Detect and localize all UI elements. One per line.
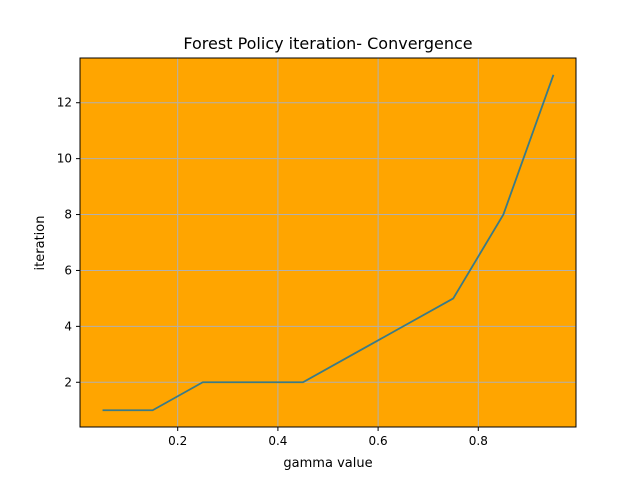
y-tick-label: 8 <box>64 208 72 222</box>
plot-frame <box>79 57 577 428</box>
x-axis-label: gamma value <box>283 456 372 471</box>
chart-title: Forest Policy iteration- Convergence <box>183 34 472 53</box>
y-axis-label: iteration <box>33 216 48 271</box>
y-tick-label: 12 <box>57 96 72 110</box>
y-tick-label: 10 <box>57 152 72 166</box>
y-axis: 2 4 6 8 10 12 <box>57 96 80 389</box>
x-tick-label: 0.4 <box>268 434 287 448</box>
series-line <box>102 74 555 412</box>
y-tick-label: 6 <box>64 263 72 277</box>
x-tick-label: 0.8 <box>469 434 488 448</box>
plot-area <box>80 58 576 427</box>
x-axis: 0.2 0.4 0.6 0.8 <box>168 427 488 448</box>
y-tick-label: 2 <box>64 375 72 389</box>
series-group <box>102 74 555 412</box>
y-tick-label: 4 <box>64 319 72 333</box>
x-tick-label: 0.6 <box>369 434 388 448</box>
grid <box>80 58 576 427</box>
x-tick-label: 0.2 <box>168 434 187 448</box>
